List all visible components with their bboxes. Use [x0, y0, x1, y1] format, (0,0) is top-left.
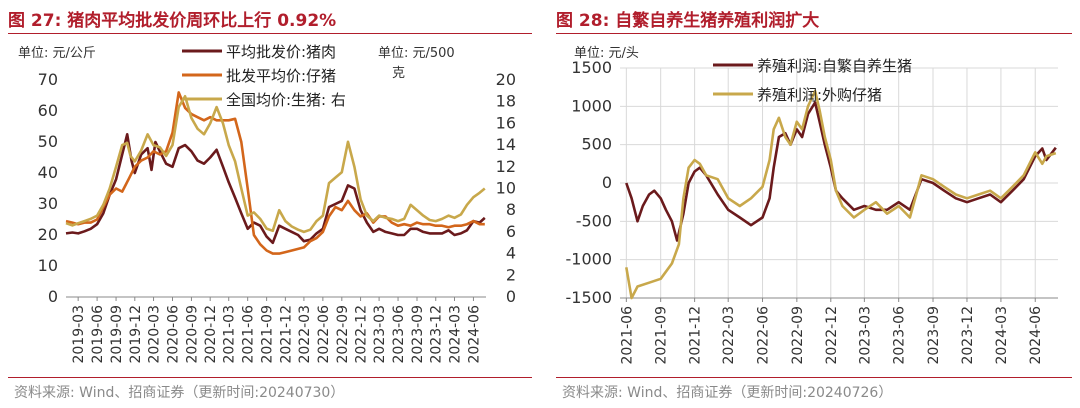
y2-tick-label: 6: [506, 222, 516, 241]
legend-label: 全国均价:生猪: 右: [226, 91, 346, 109]
left-axis-unit: 单位: 元/公斤: [18, 46, 96, 61]
x-tick-label: 2021-03: [222, 305, 238, 364]
left-title-rule: [8, 33, 532, 34]
right-chart-title: 图 28: 自繁自养生猪养殖利润扩大: [556, 11, 820, 31]
y-tick-label: -1000: [566, 250, 613, 269]
series-line: [65, 133, 486, 245]
x-tick-label: 2024-03: [447, 305, 463, 364]
y-tick-label: 1500: [571, 58, 612, 77]
x-tick-label: 2019-09: [109, 305, 125, 364]
y-tick-label: 70: [38, 70, 58, 89]
left-source-note: 资料来源: Wind、招商证券（更新时间:20240730）: [14, 385, 345, 401]
y2-tick-label: 20: [496, 70, 516, 89]
y-tick-label: 40: [38, 163, 58, 182]
x-tick-label: 2020-09: [184, 305, 200, 364]
y-tick-label: 0: [602, 173, 612, 192]
right-source-note: 资料来源: Wind、招商证券（更新时间:20240726）: [562, 385, 893, 401]
x-tick-label: 2022-03: [297, 305, 313, 364]
x-tick-label: 2021-09: [260, 305, 276, 364]
x-tick-label: 2021-12: [688, 306, 704, 365]
x-tick-label: 2019-06: [90, 305, 106, 364]
right-axis-unit-line1: 单位: 元/500: [378, 46, 455, 61]
series-line: [625, 101, 1057, 242]
x-tick-label: 2023-12: [429, 305, 445, 364]
y-tick-label: 1000: [571, 96, 612, 115]
y2-tick-label: 8: [506, 200, 516, 219]
series-line: [65, 91, 485, 255]
x-tick-label: 2024-06: [1028, 306, 1044, 365]
x-tick-label: 2023-03: [857, 306, 873, 365]
y2-tick-label: 14: [496, 135, 516, 154]
left-chart-panel: 图 27: 猪肉平均批发价周环比上行 0.92% 单位: 元/公斤 单位: 元/…: [8, 11, 532, 401]
series-line: [625, 89, 1057, 300]
y2-tick-label: 10: [496, 179, 516, 198]
x-tick-label: 2023-06: [391, 305, 407, 364]
right-line-chart: -1500 -1000 -500 0 500 1000 1500 2021-06 2021-09…: [566, 57, 1058, 365]
y2-tick-label: 2: [506, 265, 516, 284]
y2-tick-label: 12: [496, 157, 516, 176]
y-tick-label: 30: [38, 194, 58, 213]
series-line: [65, 95, 486, 234]
x-tick-label: 2021-09: [654, 306, 670, 365]
y2-tick-label: 4: [506, 244, 516, 263]
legend-label: 养殖利润:自繁自养生猪: [757, 57, 912, 75]
y2-tick-label: 0: [506, 287, 516, 306]
right-source-rule: [556, 377, 1072, 378]
x-tick-label: 2019-03: [71, 305, 87, 364]
y-tick-label: 20: [38, 225, 58, 244]
y2-tick-label: 16: [496, 113, 516, 132]
right-chart-panel: 图 28: 自繁自养生猪养殖利润扩大 单位: 元/头 -1500 -1000 -50…: [548, 0, 1080, 408]
x-tick-label: 2024-06: [466, 305, 482, 364]
right-axis-unit-line2: 克: [392, 66, 406, 81]
y-tick-label: -1500: [566, 288, 613, 307]
y2-tick-label: 18: [496, 92, 516, 111]
left-chart-title: 图 27: 猪肉平均批发价周环比上行 0.92%: [8, 11, 337, 31]
y-tick-label: -500: [576, 211, 612, 230]
x-tick-label: 2022-09: [335, 305, 351, 364]
y-tick-label: 500: [581, 135, 612, 154]
x-tick-label: 2023-06: [892, 306, 908, 365]
x-tick-label: 2021-12: [278, 305, 294, 364]
x-tick-label: 2023-09: [926, 306, 942, 365]
y-tick-label: 50: [38, 132, 58, 151]
x-tick-label: 2022-12: [354, 305, 370, 364]
right-title-rule: [556, 33, 1072, 34]
right-chart-unit: 单位: 元/头: [574, 46, 639, 61]
legend-label: 平均批发价:猪肉: [226, 43, 336, 61]
legend-label: 养殖利润:外购仔猪: [757, 86, 882, 104]
y-tick-label: 60: [38, 101, 58, 120]
x-tick-label: 2024-03: [994, 306, 1010, 365]
x-tick-label: 2020-12: [203, 305, 219, 364]
x-tick-label: 2021-06: [619, 306, 635, 365]
y-tick-label: 10: [38, 256, 58, 275]
x-tick-label: 2023-12: [960, 306, 976, 365]
x-tick-label: 2022-12: [824, 306, 840, 365]
legend-label: 批发平均价:仔猪: [226, 67, 336, 85]
x-tick-label: 2022-06: [316, 305, 332, 364]
left-source-rule: [8, 377, 532, 378]
x-tick-label: 2019-12: [128, 305, 144, 364]
x-tick-label: 2023-03: [372, 305, 388, 364]
x-tick-label: 2023-09: [410, 305, 426, 364]
x-tick-label: 2020-03: [147, 305, 163, 364]
y-tick-label: 0: [48, 287, 58, 306]
x-tick-label: 2021-06: [241, 305, 257, 364]
x-tick-label: 2022-03: [721, 306, 737, 365]
x-tick-label: 2020-06: [165, 305, 181, 364]
x-tick-label: 2022-06: [756, 306, 772, 365]
x-tick-label: 2022-09: [790, 306, 806, 365]
